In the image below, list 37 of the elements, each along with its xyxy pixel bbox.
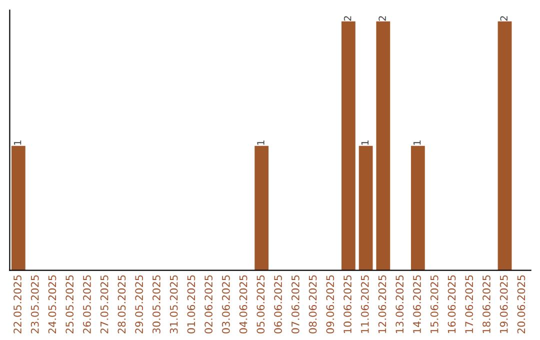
data-label: 2: [344, 16, 352, 21]
data-label: 2: [378, 16, 386, 21]
x-tick-label: 25.05.2025: [66, 275, 74, 334]
data-label: 2: [500, 16, 508, 21]
x-tick-label: 11.06.2025: [360, 275, 369, 333]
x-tick-label: 05.06.2025: [256, 275, 265, 334]
x-tick-label: 16.06.2025: [448, 275, 456, 333]
x-tick-label: 17.06.2025: [465, 275, 474, 333]
x-tick-label: 12.06.2025: [378, 275, 386, 333]
x-tick-label: 08.06.2025: [308, 275, 317, 334]
x-tick-label: 02.06.2025: [204, 275, 212, 334]
x-tick-label: 07.06.2025: [291, 275, 300, 334]
x-tick-label: 23.05.2025: [30, 275, 39, 334]
x-tick-label: 06.06.2025: [274, 275, 282, 334]
data-label: 1: [361, 140, 368, 145]
data-label: 1: [414, 140, 421, 145]
x-tick-label: 19.06.2025: [500, 275, 508, 333]
x-tick-label: 22.05.2025: [14, 275, 22, 334]
x-tick-label: 31.05.2025: [170, 275, 178, 334]
data-label: 1: [14, 140, 22, 145]
x-tick-label: 24.05.2025: [48, 275, 56, 334]
x-tick-label: 10.06.2025: [344, 275, 352, 333]
x-tick-label: 20.06.2025: [517, 275, 526, 334]
x-tick-label: 04.06.2025: [239, 275, 248, 334]
data-label: 1: [257, 140, 264, 145]
x-tick-label: 09.06.2025: [326, 275, 334, 334]
x-tick-label: 01.06.2025: [187, 275, 196, 334]
x-tick-label: 26.05.2025: [83, 275, 91, 334]
x-tick-label: 29.05.2025: [135, 275, 144, 334]
x-tick-label: 13.06.2025: [396, 275, 404, 333]
x-tick-label: 18.06.2025: [482, 275, 490, 333]
x-tick-label: 27.05.2025: [100, 275, 108, 334]
x-tick-label: 28.05.2025: [118, 275, 126, 334]
x-tick-label: 15.06.2025: [430, 275, 438, 333]
x-tick-label: 03.06.2025: [222, 275, 230, 334]
x-tick-label: 14.06.2025: [413, 275, 421, 333]
x-tick-label: 30.05.2025: [152, 275, 160, 334]
